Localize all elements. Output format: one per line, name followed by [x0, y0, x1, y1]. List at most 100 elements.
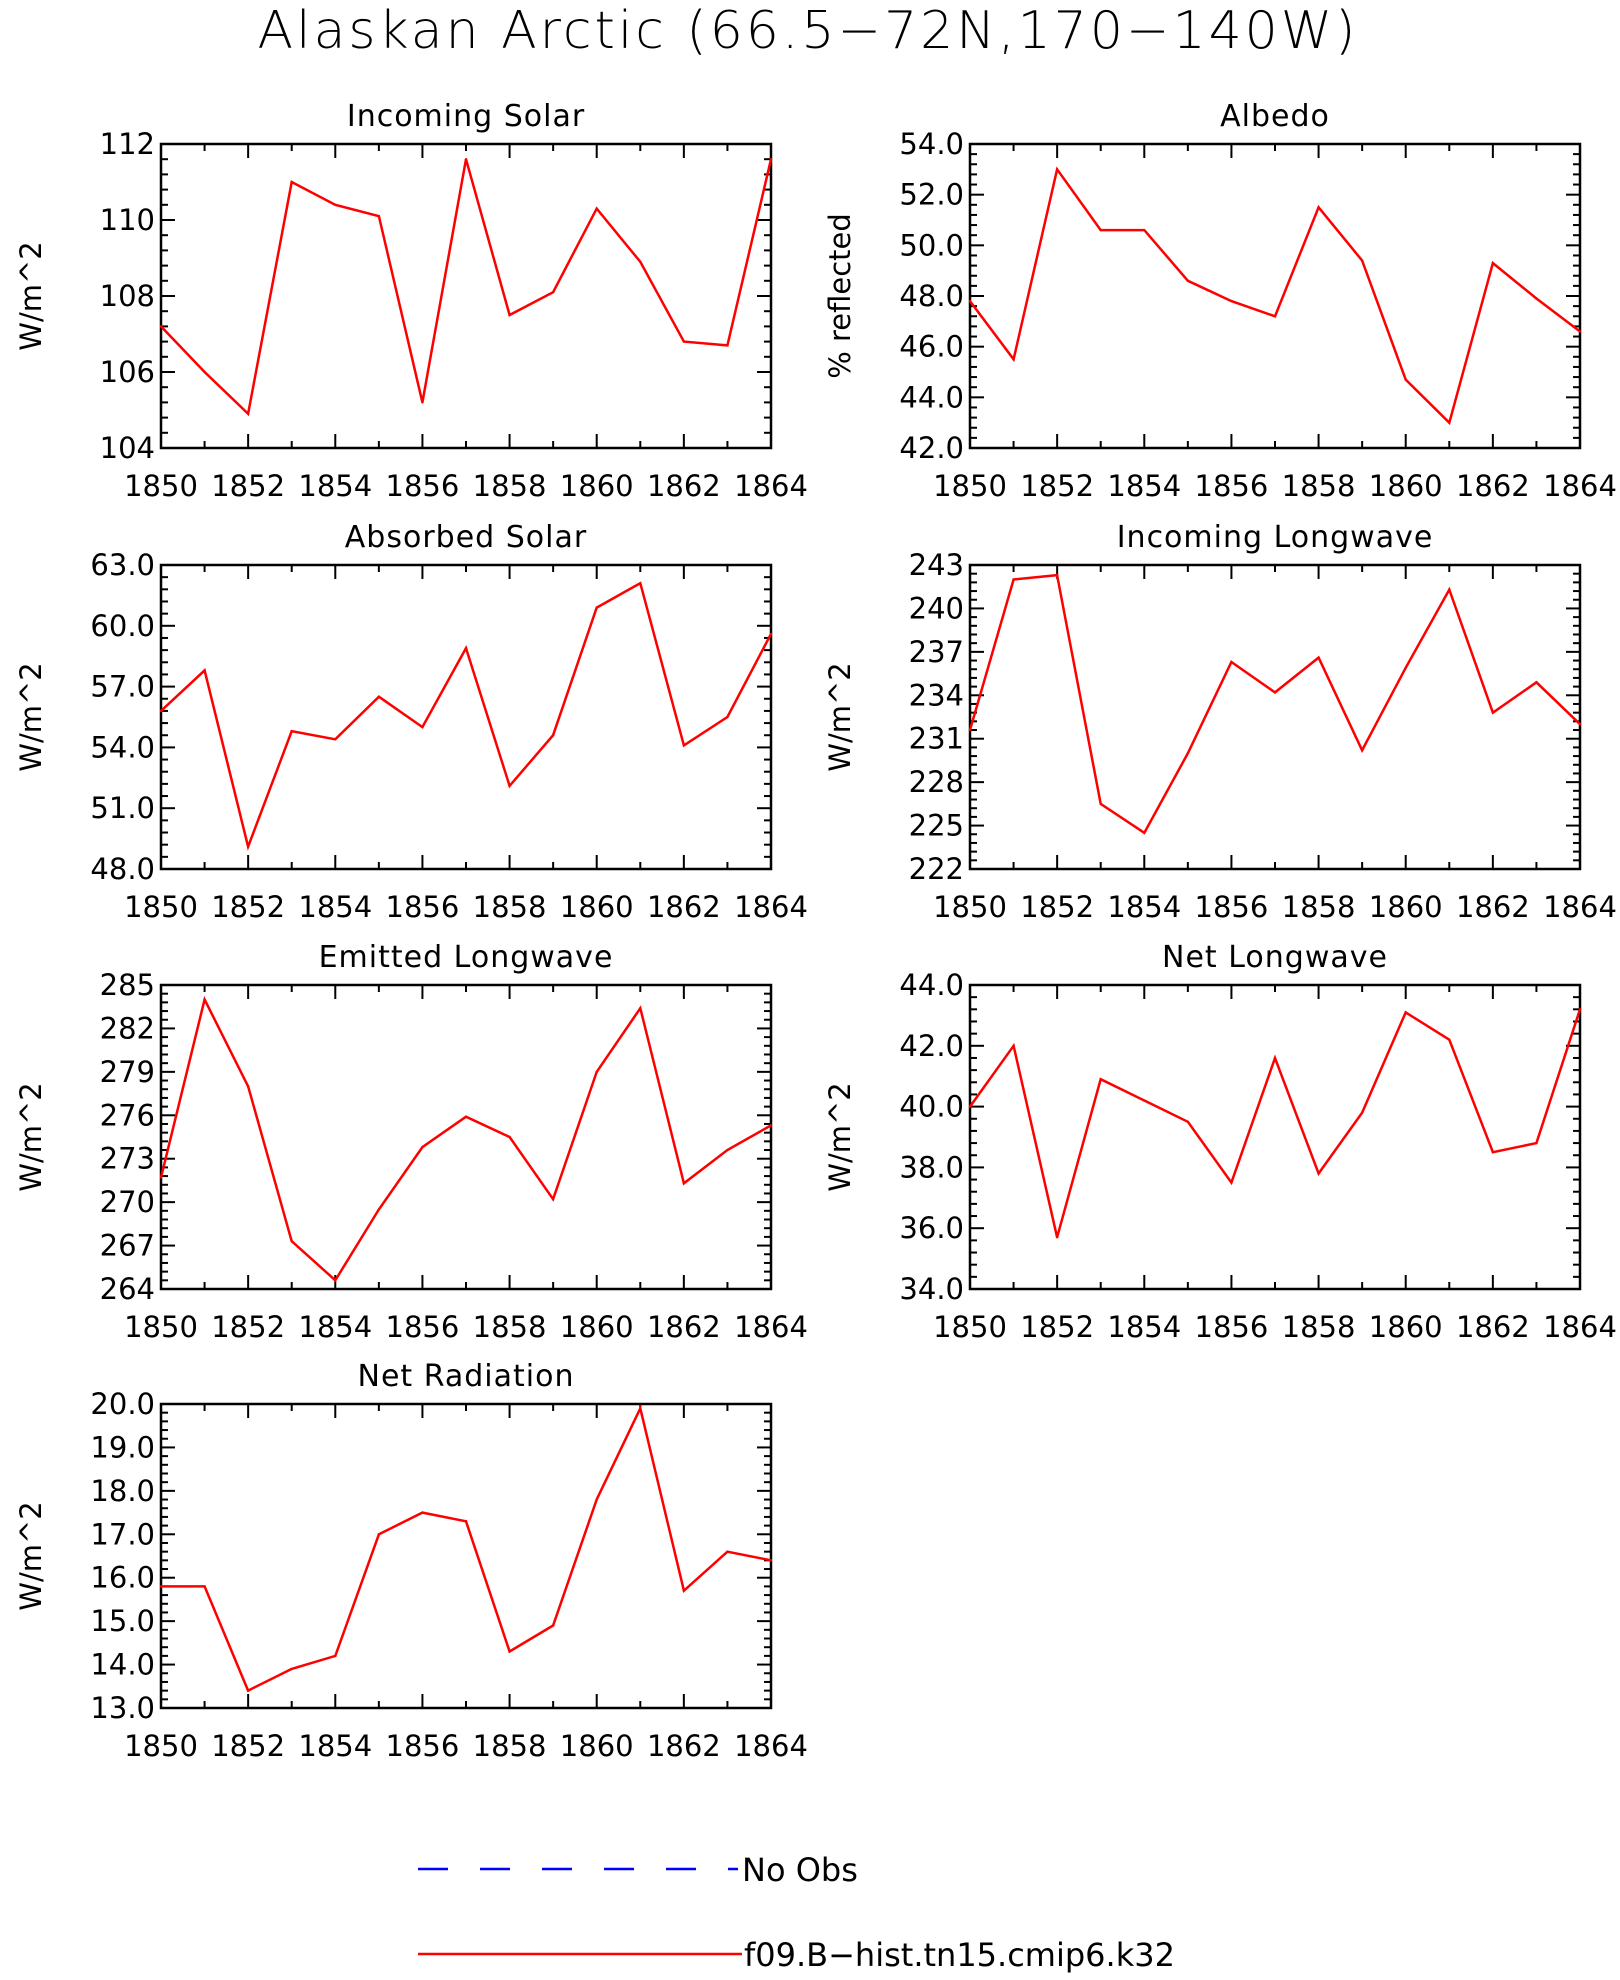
data-point [1448, 421, 1451, 424]
x-tick-label: 1858 [1282, 469, 1356, 503]
x-tick-label: 1854 [298, 1729, 372, 1763]
data-point [464, 646, 468, 650]
x-tick-label: 1858 [473, 469, 547, 503]
data-point [508, 1135, 511, 1139]
x-tick-label: 1860 [1369, 469, 1443, 503]
data-point [421, 1145, 424, 1149]
data-point [1055, 1236, 1059, 1239]
y-tick-label: 285 [100, 968, 155, 1002]
data-point [682, 744, 686, 747]
y-tick-label: 273 [100, 1142, 155, 1176]
y-tick-label: 44.0 [899, 968, 964, 1002]
x-tick-label: 1858 [1282, 890, 1356, 924]
data-point [159, 325, 163, 328]
data-point [639, 1407, 642, 1410]
y-tick-label: 46.0 [899, 330, 964, 364]
data-point [1099, 1078, 1102, 1081]
data-point [1535, 297, 1538, 300]
x-tick-label: 1852 [211, 890, 285, 924]
data-point [159, 1585, 163, 1588]
data-point [1491, 1151, 1495, 1154]
y-tick-label: 57.0 [90, 670, 155, 704]
x-tick-label: 1860 [1369, 1310, 1443, 1344]
x-tick-label: 1852 [1020, 469, 1094, 503]
data-point [508, 784, 511, 788]
data-point [377, 1208, 381, 1211]
y-axis-label: W/m^2 [823, 1082, 857, 1191]
data-point [334, 203, 337, 206]
y-tick-label: 63.0 [90, 548, 155, 582]
x-tick-label: 1856 [386, 1310, 460, 1344]
data-point [1143, 1099, 1146, 1102]
x-tick-label: 1858 [473, 1729, 547, 1763]
panel-albedo: 1850 1852 1854 1856 1858 1860 1862 1864 42.0 44.0… [823, 99, 1617, 503]
panel-title: Albedo [1220, 99, 1330, 134]
data-point [726, 715, 729, 719]
y-tick-label: 54.0 [90, 730, 155, 764]
panel-net-radiation: 1850 1852 1854 1856 1858 1860 1862 1864 13.0 14.0… [14, 1359, 808, 1763]
data-point [290, 1240, 293, 1243]
x-tick-label: 1852 [211, 1310, 285, 1344]
data-point [246, 1689, 250, 1692]
data-point [1230, 660, 1233, 664]
data-point [464, 158, 468, 161]
y-tick-label: 270 [100, 1185, 155, 1219]
x-tick-label: 1856 [1195, 890, 1269, 924]
y-tick-label: 48.0 [899, 279, 964, 313]
y-tick-label: 237 [909, 635, 964, 669]
data-point [1360, 259, 1364, 262]
data-point [1404, 1011, 1407, 1014]
data-point [464, 1520, 468, 1523]
data-point [334, 1279, 337, 1282]
panel-title: Absorbed Solar [345, 520, 587, 555]
y-tick-label: 19.0 [90, 1430, 155, 1464]
data-point [1186, 751, 1190, 755]
x-tick-label: 1862 [647, 1729, 721, 1763]
data-point [1012, 358, 1015, 361]
x-tick-label: 1862 [647, 1310, 721, 1344]
data-point [1143, 228, 1146, 232]
y-tick-label: 20.0 [90, 1387, 155, 1421]
y-tick-label: 42.0 [899, 1029, 964, 1063]
data-point [508, 1650, 511, 1653]
y-tick-label: 51.0 [90, 791, 155, 825]
x-tick-label: 1862 [1456, 890, 1530, 924]
data-point [726, 1148, 729, 1152]
y-tick-label: 106 [100, 355, 155, 389]
data-point [159, 1176, 163, 1179]
x-tick-label: 1854 [1107, 469, 1181, 503]
data-point [421, 725, 424, 729]
panel-absorbed-solar: 1850 1852 1854 1856 1858 1860 1862 1864 48.0 51.0… [14, 520, 808, 924]
data-point [1448, 1038, 1451, 1041]
y-tick-label: 110 [100, 203, 155, 237]
legend-label-model: f09.B−hist.tn15.cmip6.k32 [744, 1936, 1175, 1974]
panel-title: Net Longwave [1162, 940, 1388, 975]
x-tick-label: 1862 [1456, 469, 1530, 503]
data-point [290, 729, 293, 733]
y-tick-label: 54.0 [899, 127, 964, 161]
y-tick-label: 17.0 [90, 1517, 155, 1551]
data-point [1186, 279, 1190, 282]
y-tick-label: 267 [100, 1229, 155, 1263]
data-point [769, 1559, 773, 1562]
data-point [639, 1006, 642, 1010]
y-tick-label: 34.0 [899, 1272, 964, 1306]
data-point [726, 1550, 729, 1553]
data-point [1360, 749, 1364, 752]
data-point [682, 1589, 686, 1592]
data-point [1099, 228, 1102, 232]
data-point [203, 669, 206, 672]
data-point [1186, 1120, 1190, 1124]
y-tick-label: 112 [100, 127, 155, 161]
x-tick-label: 1856 [386, 890, 460, 924]
x-tick-label: 1852 [211, 469, 285, 503]
data-point [551, 734, 555, 737]
data-point [203, 998, 206, 1001]
data-point [1578, 330, 1582, 333]
x-tick-label: 1854 [298, 1310, 372, 1344]
data-point [968, 299, 972, 303]
y-axis-label: W/m^2 [14, 1501, 48, 1610]
legend-label-no-obs: No Obs [742, 1851, 858, 1889]
figure-title: Alaskan Arctic (66.5−72N,170−140W) [258, 1, 1359, 61]
data-point [203, 1585, 206, 1588]
